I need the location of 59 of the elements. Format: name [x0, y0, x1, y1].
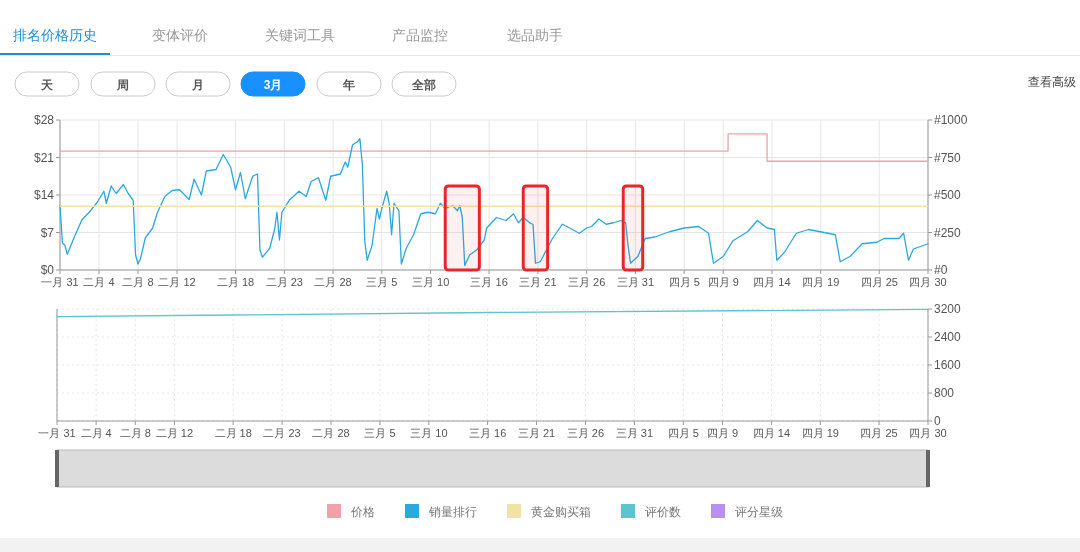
y2-tick-label: #0 — [934, 263, 948, 277]
x-tick-label: 四月 5 — [667, 427, 699, 439]
y-tick-label: $14 — [33, 188, 55, 202]
y-tick-label: $21 — [33, 150, 55, 165]
x-tick-label: 三月 10 — [411, 276, 450, 288]
x-tick-label: 二月 18 — [214, 427, 252, 439]
x-tick-label: 四月 14 — [753, 276, 791, 288]
x-tick-label: 二月 28 — [314, 276, 352, 288]
y2-tick-label: 2400 — [934, 330, 962, 344]
x-tick-label: 四月 9 — [707, 276, 739, 288]
y2-tick-label: 3200 — [934, 302, 962, 316]
x-tick-label: 二月 12 — [155, 427, 194, 439]
x-tick-label: 三月 31 — [615, 427, 654, 439]
legend-label: 评价数 — [645, 505, 681, 519]
y2-tick-label: #500 — [934, 188, 962, 202]
y-tick-label: $0 — [40, 263, 55, 277]
x-tick-label: 三月 16 — [468, 427, 507, 439]
y-tick-label: $28 — [33, 113, 55, 127]
x-tick-label: 三月 26 — [566, 427, 605, 439]
x-tick-label: 三月 26 — [568, 276, 606, 288]
x-tick-label: 二月 23 — [263, 427, 301, 439]
x-tick-label: 一月 31 — [41, 276, 79, 288]
x-tick-label: 三月 5 — [364, 427, 396, 439]
x-tick-label: 四月 25 — [860, 276, 898, 288]
x-tick-label: 四月 30 — [909, 427, 947, 439]
y2-tick-label: #750 — [934, 150, 962, 165]
y2-tick-label: #250 — [934, 225, 962, 240]
x-tick-label: 四月 9 — [706, 427, 739, 439]
x-tick-label: 四月 30 — [909, 276, 947, 288]
y2-tick-label: 0 — [934, 414, 941, 428]
y2-tick-label: #1000 — [934, 113, 968, 127]
legend-label: 黄金购买箱 — [531, 505, 591, 519]
x-tick-label: 三月 21 — [517, 427, 556, 439]
x-tick-label: 三月 10 — [410, 427, 448, 439]
x-tick-label: 四月 25 — [860, 427, 898, 439]
x-tick-label: 二月 18 — [216, 276, 255, 288]
x-tick-label: 二月 4 — [83, 276, 115, 288]
controls: 排名价格历史 变体评价 关键词工具 产品监控 选品助手 天 周 月 3月 年 全部 查看高级 — [0, 27, 1080, 97]
x-tick-label: 二月 28 — [312, 427, 350, 439]
y-tick-label: $7 — [40, 225, 55, 240]
x-tick-label: 四月 19 — [801, 427, 839, 439]
x-tick-label: 二月 8 — [119, 427, 151, 439]
x-tick-label: 二月 23 — [265, 276, 303, 288]
x-tick-label: 三月 31 — [616, 276, 655, 288]
x-tick-label: 三月 5 — [366, 276, 398, 288]
x-tick-label: 三月 16 — [470, 276, 508, 288]
legend-label: 价格 — [350, 505, 375, 519]
x-tick-label: 二月 4 — [80, 427, 112, 439]
x-tick-label: 二月 8 — [122, 276, 154, 288]
x-tick-label: 四月 5 — [668, 276, 700, 288]
x-tick-label: 一月 31 — [38, 427, 76, 439]
y2-tick-label: 800 — [934, 386, 955, 400]
x-tick-label: 三月 21 — [519, 276, 557, 288]
x-tick-label: 二月 12 — [158, 276, 196, 288]
y2-tick-label: 1600 — [934, 358, 962, 372]
legend-label: 销量排行 — [428, 505, 477, 519]
x-tick-label: 四月 14 — [752, 427, 791, 439]
legend-label: 评分星级 — [735, 505, 783, 519]
x-tick-label: 四月 19 — [802, 276, 840, 288]
